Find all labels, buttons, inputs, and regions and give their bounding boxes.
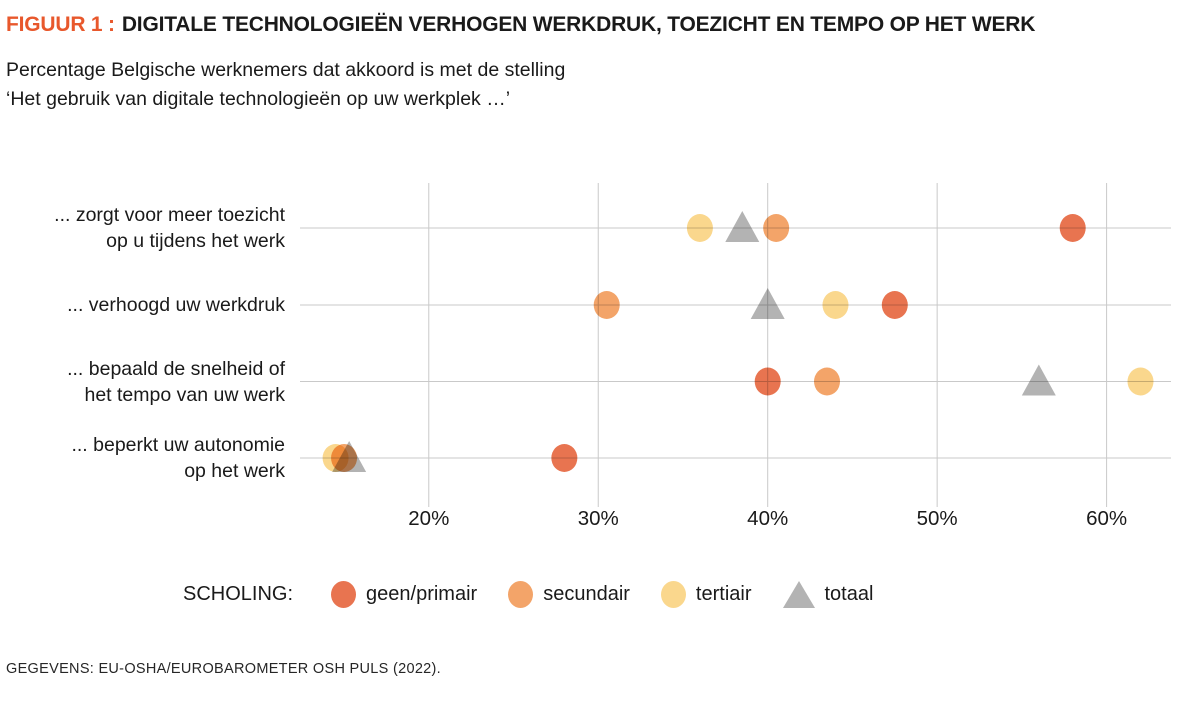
legend-triangle-icon	[782, 580, 815, 608]
legend-item-label: secundair	[543, 582, 630, 605]
category-label-line: ... bepaald de snelheid of	[67, 357, 285, 380]
x-tick-label-50: 50%	[916, 507, 958, 530]
category-label-line: ... zorgt voor meer toezicht	[54, 204, 285, 226]
marker-tertiair-row2	[822, 291, 849, 319]
category-label-werkdruk: ... verhoogd uw werkdruk	[67, 292, 285, 318]
marker-secundair-row3	[814, 367, 841, 396]
marker-geen-primair-row4	[551, 444, 578, 472]
category-label-tempo: ... bepaald de snelheid of het tempo van …	[67, 356, 285, 408]
legend-circle-icon	[331, 580, 357, 608]
category-label-line: op u tijdens het werk	[106, 230, 285, 252]
x-tick-label-30: 30%	[577, 507, 619, 530]
subtitle-line-2: ‘Het gebruik van digitale technologieën …	[6, 88, 511, 110]
legend-circle-icon	[660, 580, 686, 608]
source-note: GEGEVENS: EU-OSHA/EUROBAROMETER OSH PULS…	[6, 661, 441, 677]
marker-totaal-row2	[750, 288, 785, 319]
marker-secundair-row4	[331, 444, 358, 472]
legend-item-secundair: secundair	[508, 580, 630, 608]
subtitle-line-1: Percentage Belgische werknemers dat akko…	[6, 59, 566, 81]
figure-title-text: DIGITALE TECHNOLOGIEËN VERHOGEN WERKDRUK…	[121, 13, 1036, 36]
legend-item-totaal: totaal	[782, 580, 874, 608]
x-tick-label-60: 60%	[1086, 507, 1128, 530]
marker-tertiair-row1	[686, 214, 713, 242]
legend-item-label: geen/primair	[366, 582, 478, 605]
category-label-line: op het werk	[184, 460, 285, 482]
marker-geen-primair-row2	[881, 291, 908, 319]
legend-item-label: tertiair	[695, 582, 752, 605]
marker-secundair-row1	[763, 214, 790, 242]
legend-circle-icon	[508, 580, 534, 608]
figure-title: FIGUUR 1 : DIGITALE TECHNOLOGIEËN VERHOGE…	[6, 13, 1035, 37]
category-label-line: ... beperkt uw autonomie	[71, 434, 285, 456]
x-tick-label-40: 40%	[747, 507, 789, 530]
category-label-line: het tempo van uw werk	[84, 383, 285, 406]
marker-geen-primair-row3	[754, 367, 781, 396]
legend-item-tertiair: tertiair	[660, 580, 752, 608]
x-tick-label-20: 20%	[408, 507, 450, 530]
marker-totaal-row1	[725, 211, 760, 242]
marker-geen-primair-row1	[1059, 214, 1086, 242]
category-label-line: ... verhoogd uw werkdruk	[67, 294, 285, 316]
chart-legend: SCHOLING: geen/primair secundair tertiair t…	[183, 576, 904, 612]
figure-subtitle: Percentage Belgische werknemers dat akko…	[6, 56, 565, 114]
legend-item-label: totaal	[824, 582, 874, 605]
category-label-autonomie: ... beperkt uw autonomie op het werk	[71, 432, 285, 484]
legend-item-geen-primair: geen/primair	[331, 580, 478, 608]
marker-secundair-row2	[593, 291, 620, 319]
marker-tertiair-row3	[1127, 367, 1154, 396]
legend-title: SCHOLING:	[183, 582, 294, 605]
figure-label: FIGUUR 1 :	[6, 13, 115, 36]
marker-totaal-row3	[1021, 364, 1056, 396]
category-label-toezicht: ... zorgt voor meer toezicht op u tijdens…	[54, 202, 285, 254]
